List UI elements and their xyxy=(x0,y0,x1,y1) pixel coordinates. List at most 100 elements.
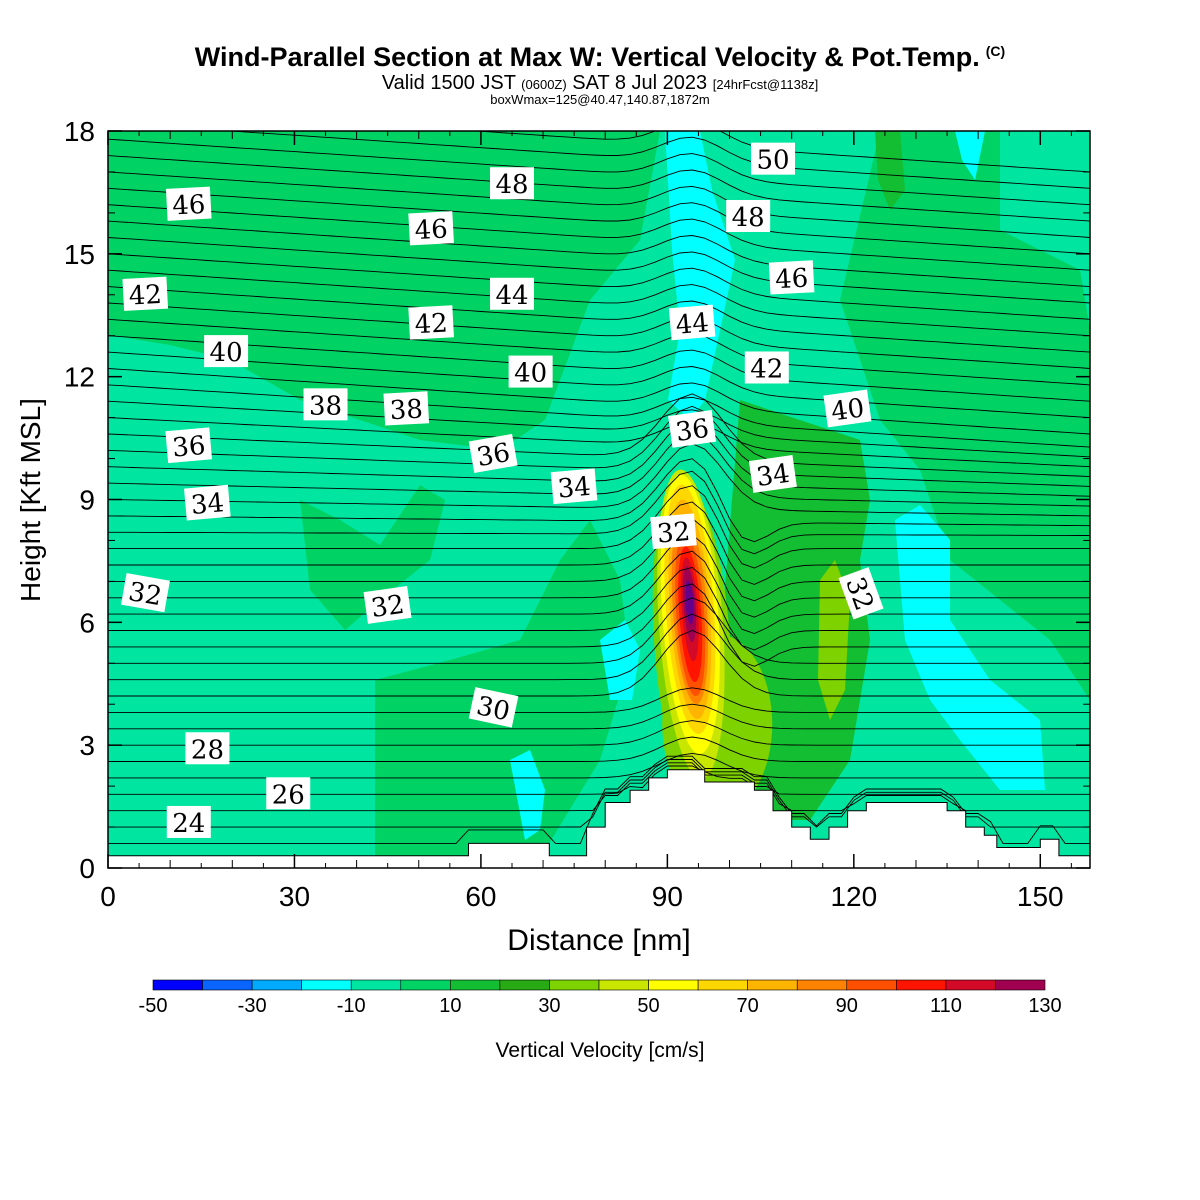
contour-label-text: 38 xyxy=(389,395,424,427)
theta-contour-line xyxy=(108,485,1090,569)
contour-labels: 50 48 48 46 46 46 44 44 42 42 42 40 40 40 38 38 36 36 36 34… xyxy=(121,142,884,839)
contour-label-box xyxy=(838,567,884,620)
contour-label: 46 xyxy=(768,260,815,295)
vertical-velocity-field xyxy=(108,131,1090,868)
y-tick-label: 18 xyxy=(64,116,95,147)
contour-label-box xyxy=(489,167,534,200)
contour-label-text: 40 xyxy=(210,338,243,368)
theta-contour-line xyxy=(108,204,1090,271)
theta-contour-line xyxy=(108,351,1090,419)
theta-contour-line xyxy=(469,131,1090,173)
theta-contour-line xyxy=(108,253,1090,320)
contour-label-text: 30 xyxy=(474,691,513,727)
contour-label-box xyxy=(165,186,212,221)
x-tick-label: 30 xyxy=(279,881,310,912)
contour-label-text: 44 xyxy=(675,308,711,341)
contour-label: 48 xyxy=(489,167,534,200)
x-tick-label: 150 xyxy=(1017,881,1064,912)
contour-label-text: 24 xyxy=(172,809,205,839)
theta-contour-line xyxy=(108,335,1090,402)
contour-label-box xyxy=(748,455,797,493)
contour-label: 24 xyxy=(166,805,211,839)
contour-label-text: 48 xyxy=(495,170,528,200)
y-tick-label: 12 xyxy=(64,362,95,393)
colorbar-swatch xyxy=(697,979,748,991)
theta-contour-line xyxy=(108,583,1090,667)
contour-label: 34 xyxy=(184,484,231,521)
contour-label: 36 xyxy=(468,433,518,474)
colorbar-swatch xyxy=(896,979,947,991)
chart-title: Wind-Parallel Section at Max W: Vertical… xyxy=(194,42,1006,72)
contour-label-box xyxy=(166,805,211,838)
contour-label-box xyxy=(165,427,213,464)
theta-contour-line xyxy=(108,286,1090,353)
contour-label-text: 42 xyxy=(128,280,163,312)
theta-contour-line xyxy=(108,302,1090,369)
contour-label-box xyxy=(508,355,553,388)
contour-label: 34 xyxy=(748,455,797,493)
potential-temperature-contours xyxy=(108,131,1090,844)
contour-label-text: 32 xyxy=(656,517,692,550)
y-axis-label: Height [Kft MSL] xyxy=(15,398,46,602)
theta-contour-line xyxy=(108,417,1090,468)
contour-label-text: 38 xyxy=(309,391,342,421)
contour-label-text: 36 xyxy=(475,438,513,473)
theta-contour-line xyxy=(108,405,1090,487)
contour-label: 32 xyxy=(650,513,697,550)
colorbar-swatch xyxy=(598,979,649,991)
contour-label-text: 32 xyxy=(369,590,406,624)
contour-label: 32 xyxy=(363,586,412,624)
contour-label-text: 46 xyxy=(414,214,449,246)
contour-label-box xyxy=(266,777,311,810)
colorbar-swatch xyxy=(945,979,996,991)
contour-label-box xyxy=(468,433,518,474)
theta-contour-line xyxy=(108,384,1090,448)
contour-label-text: 46 xyxy=(172,190,207,222)
colorbar-tick-label: 90 xyxy=(836,995,858,1017)
contour-label-box xyxy=(184,484,231,521)
contour-label: 50 xyxy=(751,142,796,176)
colorbar-swatch xyxy=(350,979,402,991)
colorbar-swatch xyxy=(648,979,699,991)
valid-time-utc: (0600Z) xyxy=(521,77,567,92)
contour-label-text: 48 xyxy=(732,203,765,233)
colorbar-tick-label: -30 xyxy=(238,995,267,1017)
contour-label: 44 xyxy=(668,304,716,341)
y-tick-label: 0 xyxy=(79,853,95,884)
theta-contour-line xyxy=(108,171,1090,238)
contour-label-text: 40 xyxy=(514,359,547,389)
theta-contour-line xyxy=(108,597,1090,664)
contour-label: 36 xyxy=(668,409,717,448)
theta-contour-line xyxy=(108,155,1090,222)
contour-label-box xyxy=(121,573,170,613)
theta-contour-line xyxy=(108,443,1090,517)
colorbar-swatch xyxy=(499,979,550,991)
theta-contour-line xyxy=(108,430,1090,507)
contour-label-box xyxy=(768,260,815,295)
colorbar-swatch xyxy=(152,979,203,991)
contour-label-box xyxy=(823,389,872,428)
theta-contour-line xyxy=(108,269,1090,337)
colorbar-swatch xyxy=(251,979,302,991)
theta-contour-line xyxy=(108,567,1090,651)
theta-contour-line xyxy=(108,187,1090,255)
contour-label-box xyxy=(751,142,796,175)
contour-label: 48 xyxy=(726,199,771,233)
contour-label: 44 xyxy=(489,277,534,311)
contour-label: 46 xyxy=(165,186,212,222)
contour-label-box xyxy=(204,335,249,368)
x-axis-label: Distance [nm] xyxy=(507,924,690,957)
contour-label: 28 xyxy=(185,732,230,765)
contour-label-box xyxy=(408,211,454,246)
contour-label: 42 xyxy=(122,276,169,312)
y-tick-label: 3 xyxy=(79,730,95,761)
theta-contour-line xyxy=(108,418,1090,497)
contour-label-text: 32 xyxy=(126,577,164,612)
x-tick-label: 60 xyxy=(465,881,496,912)
field-right-ascent xyxy=(840,131,1090,700)
colorbar-tick-label: 10 xyxy=(439,995,461,1017)
y-tick-label: 9 xyxy=(79,485,95,516)
theta-contour-line xyxy=(108,458,1090,543)
colorbar-tick-label: 110 xyxy=(930,995,962,1017)
